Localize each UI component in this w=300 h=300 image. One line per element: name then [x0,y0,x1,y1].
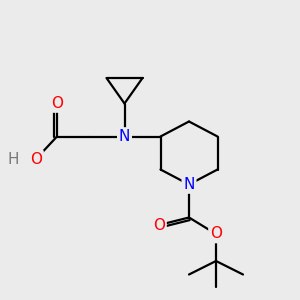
Text: O: O [51,96,63,111]
Text: H: H [8,152,19,166]
Text: N: N [183,177,195,192]
Text: N: N [119,129,130,144]
Text: O: O [210,226,222,242]
Text: O: O [30,152,42,166]
Text: O: O [153,218,165,232]
